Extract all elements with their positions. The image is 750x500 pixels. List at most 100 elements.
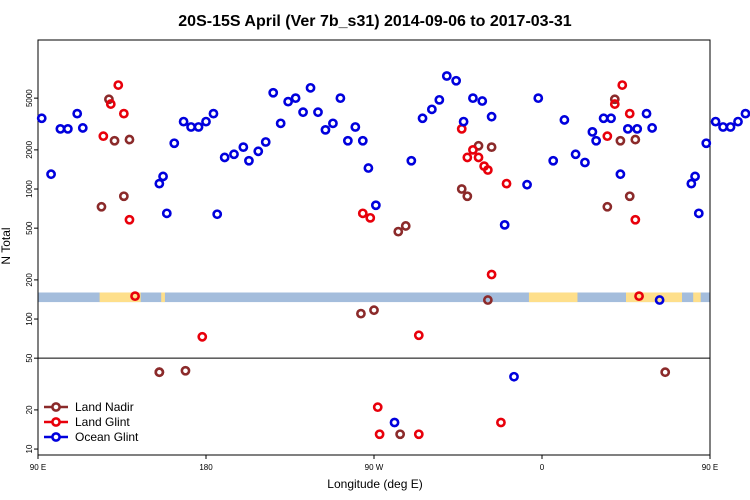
y-tick-label: 100 bbox=[25, 312, 34, 326]
ocean-glint-point bbox=[244, 155, 254, 166]
ocean-glint-point bbox=[406, 155, 417, 166]
ocean-glint-point bbox=[36, 113, 47, 124]
ocean-glint-point bbox=[690, 171, 700, 182]
ocean-glint-point bbox=[533, 93, 544, 104]
ocean-glint-point bbox=[622, 123, 633, 134]
land-glint-point bbox=[473, 152, 484, 163]
ocean-glint-point bbox=[591, 135, 602, 146]
ocean-glint-point bbox=[298, 107, 308, 118]
ocean-glint-point bbox=[486, 111, 497, 122]
ocean-glint-point bbox=[178, 116, 189, 127]
land-glint-point bbox=[468, 144, 478, 155]
land-glint-point bbox=[634, 291, 644, 302]
land-ocean-band bbox=[38, 292, 710, 303]
ocean-glint-point bbox=[632, 123, 643, 134]
land-band-segment bbox=[626, 292, 682, 303]
ocean-glint-point bbox=[320, 124, 331, 135]
y-tick-label: 50 bbox=[25, 353, 34, 362]
ocean-glint-point bbox=[201, 116, 211, 127]
land-band-segment bbox=[161, 292, 165, 303]
land-nadir-point bbox=[118, 191, 129, 202]
ocean-glint-point bbox=[208, 108, 219, 119]
ocean-glint-point bbox=[654, 295, 665, 305]
land-glint-legend-marker bbox=[51, 417, 61, 427]
y-tick-label: 20 bbox=[25, 405, 34, 414]
ocean-glint-point bbox=[193, 122, 204, 132]
ocean-glint-point bbox=[46, 169, 56, 180]
chart-title: 20S-15S April (Ver 7b_s31) 2014-09-06 to… bbox=[178, 13, 572, 30]
land-nadir-point bbox=[369, 305, 379, 316]
ocean-glint-point bbox=[335, 93, 346, 104]
ocean-glint-point bbox=[647, 123, 658, 133]
ocean-glint-point bbox=[62, 123, 73, 134]
y-axis-label: N Total bbox=[0, 227, 13, 264]
ocean-glint-point bbox=[548, 155, 559, 166]
y-tick-label: 2000 bbox=[25, 140, 34, 158]
ocean-glint-point bbox=[477, 96, 488, 106]
land-nadir-point bbox=[109, 135, 120, 146]
land-glint-point bbox=[413, 429, 424, 440]
ocean-glint-point bbox=[370, 200, 381, 211]
ocean-glint-point bbox=[468, 93, 478, 104]
x-tick-label: 180 bbox=[199, 463, 213, 472]
ocean-glint-point bbox=[451, 75, 462, 86]
land-nadir-point bbox=[609, 94, 620, 105]
ocean-glint-point bbox=[363, 163, 374, 173]
ocean-glint-point bbox=[169, 138, 180, 149]
land-nadir-point bbox=[180, 365, 191, 376]
land-nadir-point bbox=[356, 308, 366, 319]
land-nadir-point bbox=[602, 201, 613, 212]
land-glint-point bbox=[374, 429, 385, 440]
ocean-glint-point bbox=[441, 71, 452, 81]
land-glint-point bbox=[118, 108, 129, 119]
land-nadir-point bbox=[486, 142, 497, 153]
x-tick-label: 0 bbox=[540, 463, 545, 472]
land-nadir-point bbox=[462, 191, 473, 202]
ocean-glint-point bbox=[701, 138, 712, 149]
land-glint-point bbox=[482, 165, 493, 175]
land-glint-point bbox=[113, 80, 124, 90]
land-glint-point bbox=[624, 108, 635, 119]
land-glint-point bbox=[496, 417, 506, 428]
y-tick-label: 1000 bbox=[25, 180, 34, 198]
land-band-segment bbox=[99, 292, 141, 303]
ocean-glint-point bbox=[718, 122, 728, 132]
y-tick-label: 10 bbox=[25, 444, 34, 453]
ocean-glint-point bbox=[710, 116, 721, 127]
x-axis-label: Longitude (deg E) bbox=[327, 477, 422, 491]
land-glint-point bbox=[105, 99, 116, 109]
ocean-glint-point bbox=[357, 135, 368, 146]
ocean-glint-point bbox=[570, 149, 581, 160]
land-nadir-point bbox=[630, 134, 641, 145]
ocean-glint-point bbox=[219, 152, 230, 163]
land-glint-legend-label: Land Glint bbox=[75, 415, 130, 429]
ocean-glint-point bbox=[313, 107, 323, 118]
land-glint-point bbox=[197, 331, 208, 342]
land-glint-point bbox=[130, 291, 140, 302]
land-nadir-point bbox=[400, 221, 411, 231]
ocean-glint-point bbox=[212, 209, 223, 220]
y-axis-ticks: 10 20 50 100 200 500 1000 2000 5000 bbox=[25, 89, 38, 454]
ocean-glint-point bbox=[283, 96, 294, 107]
land-glint-point bbox=[124, 214, 135, 225]
ocean-glint-point bbox=[389, 417, 400, 428]
land-glint-point bbox=[462, 152, 473, 163]
plot-frame bbox=[37, 39, 711, 456]
ocean-glint-point bbox=[260, 137, 271, 147]
land-glint-point bbox=[365, 212, 376, 223]
ocean-glint-point bbox=[641, 108, 652, 119]
ocean-glint-point bbox=[328, 118, 338, 129]
x-tick-label: 90 E bbox=[30, 463, 46, 472]
y-tick-label: 5000 bbox=[25, 89, 34, 107]
land-nadir-point bbox=[393, 226, 404, 237]
ocean-glint-point bbox=[417, 113, 428, 124]
ocean-glint-point bbox=[615, 169, 626, 180]
ocean-glint-point bbox=[693, 208, 704, 219]
land-nadir-point bbox=[124, 134, 135, 145]
ocean-glint-point bbox=[740, 108, 750, 119]
ocean-glint-point bbox=[580, 157, 590, 168]
ocean-glint-point bbox=[434, 94, 445, 105]
land-glint-point bbox=[372, 402, 383, 413]
